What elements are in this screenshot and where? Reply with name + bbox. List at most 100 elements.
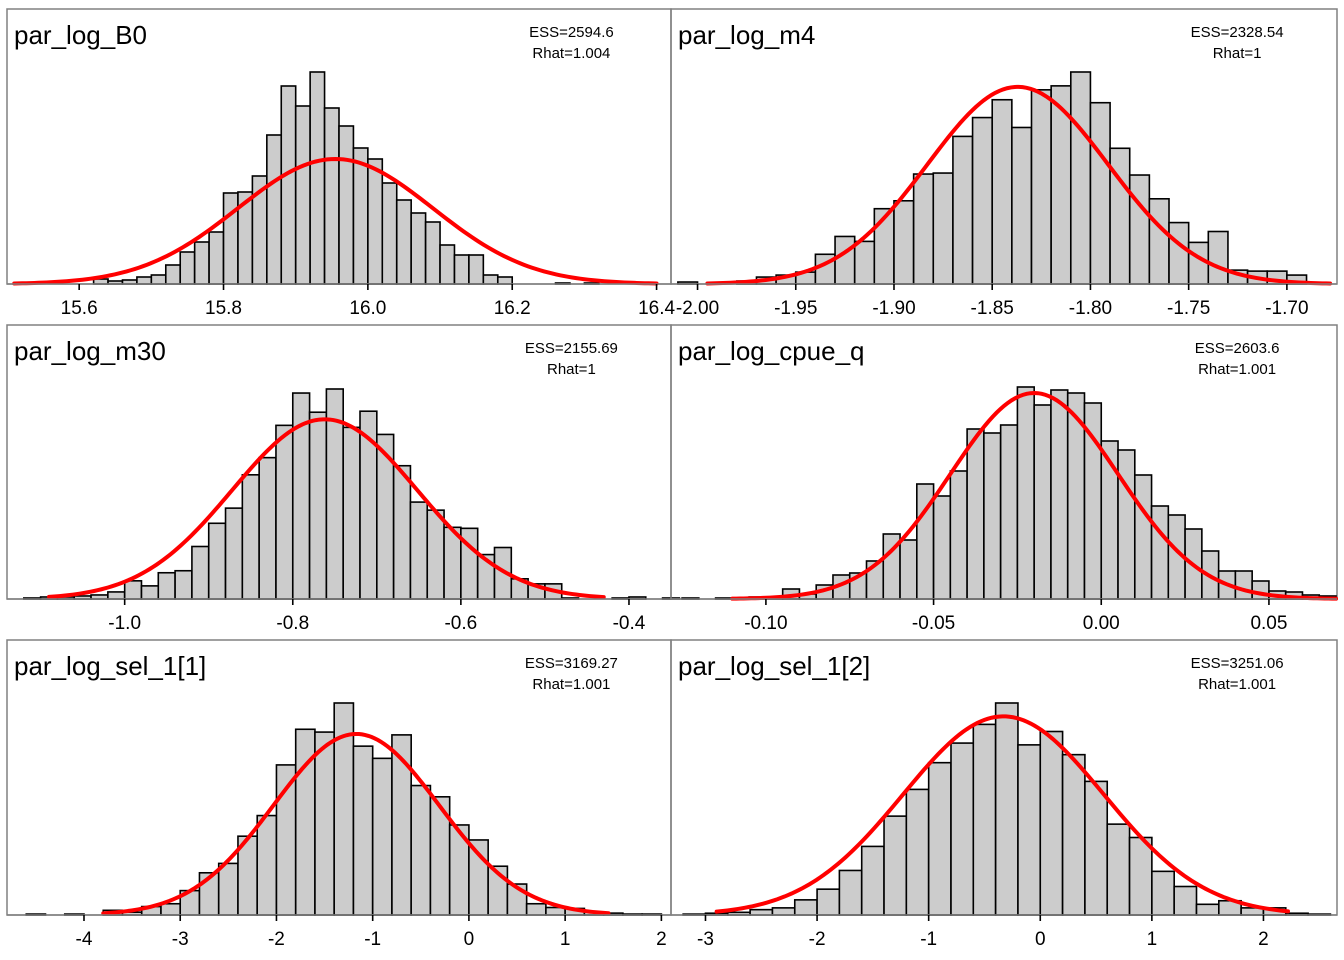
x-tick-label: -2 [268, 929, 285, 950]
panel-title: par_log_m30 [14, 336, 166, 366]
x-tick-label: -0.8 [276, 613, 309, 634]
panel-par-log-cpue-q: -0.10 -0.05 0.00 0.05 par_log_cpue_q ESS=26… [670, 324, 1338, 634]
histogram-bar [838, 869, 863, 916]
histogram-bars [25, 702, 663, 916]
rhat-annotation: Rhat=1 [1213, 45, 1262, 62]
histogram-bar [426, 509, 445, 600]
histogram-bar [860, 845, 885, 916]
panel-par-log-sel-1-1: -4 -3 -2 -1 0 1 2 par_log_sel_1[1] ESS=3169.27… [6, 639, 672, 950]
histogram-bar [352, 147, 369, 285]
histogram-bar [207, 522, 227, 600]
histogram-bar [1150, 505, 1170, 600]
x-tick-label: -3 [697, 929, 714, 950]
histogram-bar [352, 745, 374, 916]
histogram-bar [899, 539, 918, 600]
histogram-bar [525, 902, 547, 916]
x-tick-label: -0.6 [444, 613, 477, 634]
histogram-bar [241, 474, 260, 600]
normal-fit-curve [47, 417, 606, 600]
histogram-bar [136, 276, 153, 285]
histogram-bar [453, 254, 470, 285]
histogram-bar [1030, 89, 1052, 285]
x-tick-label: 0 [1035, 929, 1046, 950]
ess-annotation: ESS=3251.06 [1191, 655, 1284, 672]
x-axis-ticks: -4 -3 -2 -1 0 1 2 [76, 915, 667, 950]
histogram-bar [893, 199, 915, 285]
panel-title: par_log_sel_1[2] [678, 651, 870, 681]
histogram-bar [1017, 744, 1042, 916]
ess-annotation: ESS=3169.27 [525, 655, 618, 672]
x-axis-ticks: -1.0 -0.8 -0.6 -0.4 [108, 599, 646, 634]
histogram-bar [410, 784, 432, 916]
x-tick-label: -1 [920, 929, 937, 950]
panel-title: par_log_m4 [678, 20, 815, 50]
histogram-bar [140, 585, 160, 600]
normal-fit-curve [714, 714, 1291, 914]
x-axis-ticks: -0.10 -0.05 0.00 0.05 [744, 599, 1287, 634]
histogram-bar [164, 264, 182, 285]
histogram-bar [971, 116, 994, 285]
histogram-bar [1106, 823, 1131, 916]
histogram-bar [966, 428, 985, 600]
histogram-bar [771, 907, 796, 916]
histogram-bar [834, 235, 856, 285]
histogram-bar [275, 424, 294, 600]
histogram-bar [1128, 836, 1153, 916]
panel-par-log-m30: -1.0 -0.8 -0.6 -0.4 par_log_m30 ESS=2155.69… [6, 324, 681, 634]
ess-annotation: ESS=2594.6 [529, 24, 614, 41]
x-tick-label: 0.00 [1083, 613, 1120, 634]
histogram-bar [424, 221, 441, 285]
histogram-bar [1050, 389, 1069, 600]
histogram-bar [256, 814, 278, 916]
x-tick-label: -1 [364, 929, 381, 950]
x-tick-label: -1.75 [1167, 298, 1210, 319]
histogram-bar [381, 182, 398, 285]
x-tick-label: 16.0 [349, 298, 386, 319]
histogram-bar [1084, 780, 1109, 916]
x-tick-label: 15.8 [205, 298, 242, 319]
histogram-bar [912, 173, 935, 285]
x-tick-label: 1 [1147, 929, 1158, 950]
histogram-bar [749, 908, 774, 916]
histogram-bar [468, 254, 485, 285]
histogram-bar [1016, 386, 1035, 600]
histogram-bar [342, 426, 361, 600]
histogram-bar [1195, 903, 1220, 916]
histogram-bar [1168, 221, 1190, 285]
x-tick-label: 16.2 [494, 298, 531, 319]
histogram-bar [1033, 404, 1052, 600]
histogram-bar [217, 862, 239, 916]
x-tick-label: 2 [656, 929, 667, 950]
histogram-bar [314, 731, 335, 916]
histogram-bar [1207, 230, 1229, 285]
x-tick-label: -1.90 [872, 298, 915, 319]
histogram-bar [309, 71, 326, 285]
histogram-bar [1039, 730, 1064, 916]
histogram-bar [308, 411, 328, 600]
histogram-bar [191, 545, 210, 600]
histogram-bar [123, 580, 143, 600]
histogram-bar [174, 569, 193, 600]
panel-par-log-b0: 15.6 15.8 16.0 16.2 16.4 par_log_B0 ESS=2594… [6, 8, 675, 319]
histogram-bar [395, 199, 412, 285]
histogram-bar [991, 98, 1013, 285]
histogram-bar [409, 501, 429, 600]
histogram-bar [392, 464, 412, 600]
histogram-bar [107, 591, 126, 600]
histogram-bars [682, 702, 1332, 916]
x-tick-label: -2.00 [676, 298, 719, 319]
histogram-bar [371, 757, 393, 916]
normal-fit-curve [730, 390, 1338, 601]
x-axis-ticks: -2.00 -1.95 -1.90 -1.85 -1.80 -1.75 -1.70 [676, 284, 1309, 319]
histogram-bar [338, 125, 355, 285]
panel-par-log-sel-1-2: -3 -2 -1 0 1 2 par_log_sel_1[2] ESS=3251.06 R… [670, 639, 1338, 950]
x-tick-label: -1.80 [1069, 298, 1112, 319]
x-axis-ticks: -3 -2 -1 0 1 2 [697, 915, 1269, 950]
histogram-bar [323, 107, 340, 285]
rhat-annotation: Rhat=1.001 [1198, 361, 1276, 378]
rhat-annotation: Rhat=1.004 [532, 45, 610, 62]
panel-title: par_log_sel_1[1] [14, 651, 206, 681]
histogram-bar [1234, 570, 1253, 600]
histogram-bar [294, 105, 311, 285]
histogram-bar [208, 231, 225, 285]
